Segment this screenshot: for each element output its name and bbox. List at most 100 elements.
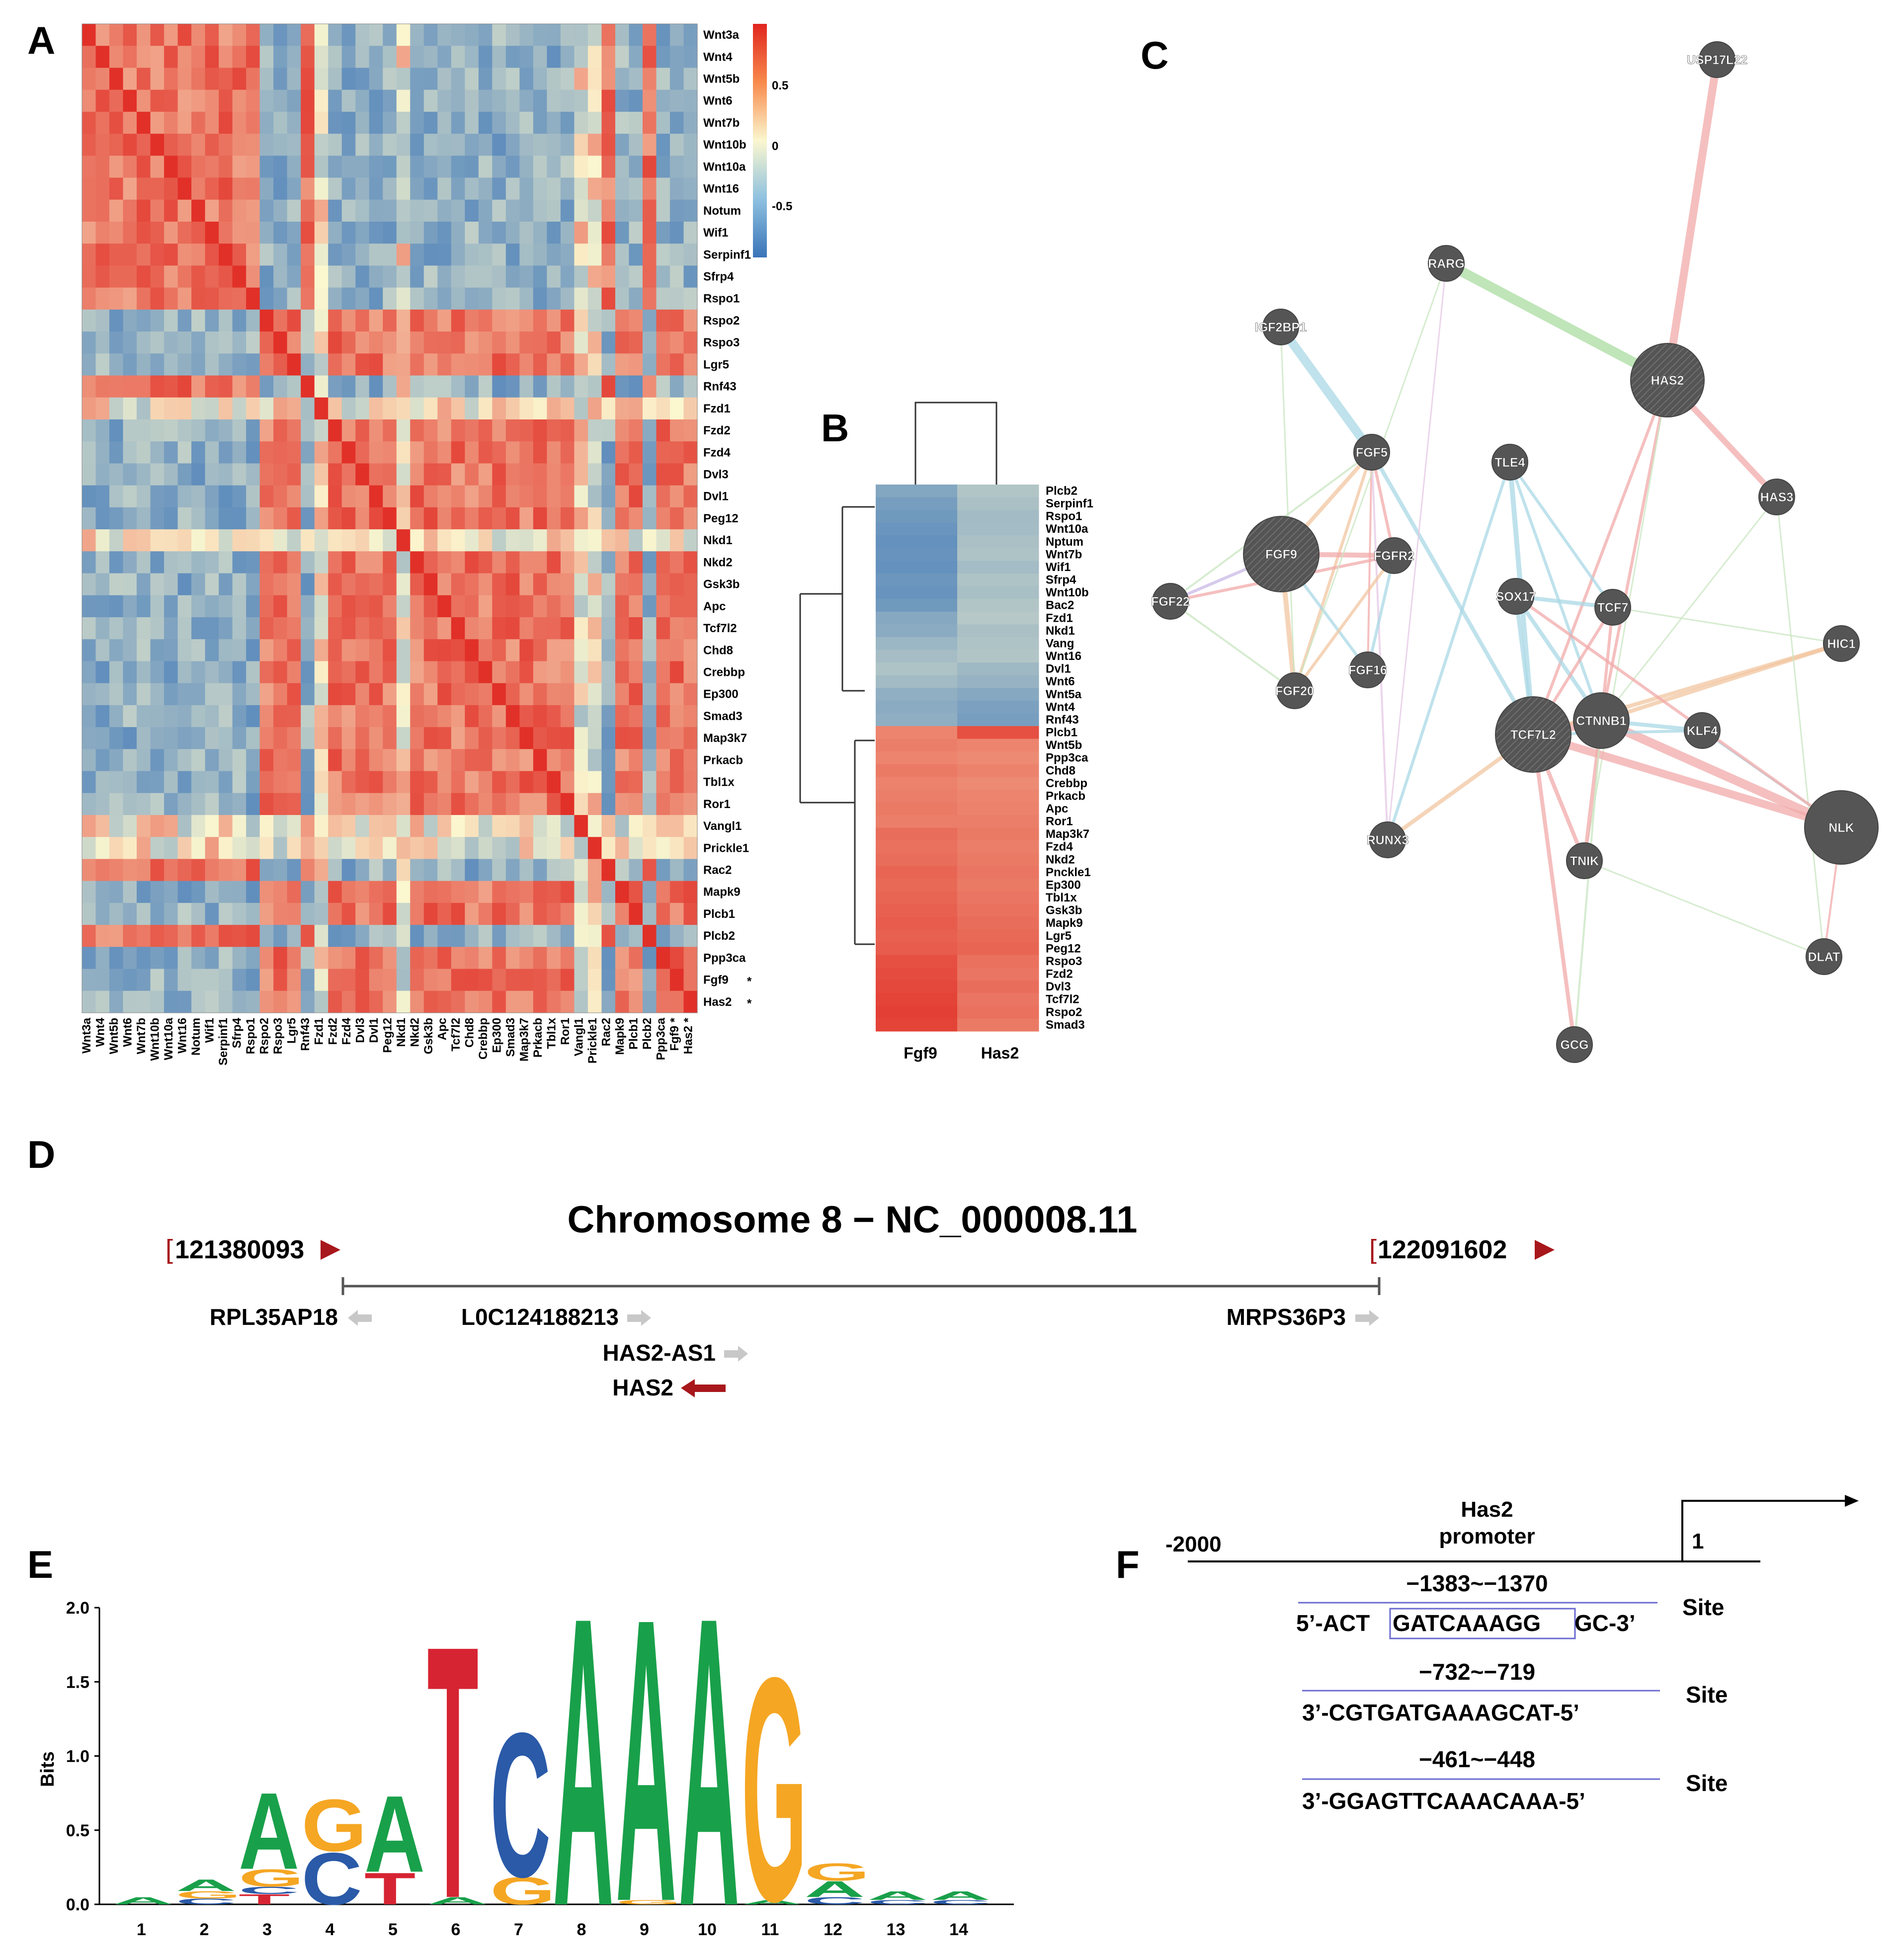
heatmap-cell (109, 947, 124, 970)
heatmap-cell (191, 990, 206, 1013)
arrow-right-icon (1355, 1310, 1379, 1326)
heatmap-cell (164, 859, 178, 882)
heatmap-cell (328, 705, 342, 728)
heatmap-cell (273, 331, 288, 354)
panel-label-d: D (27, 1133, 55, 1176)
heatmap-b-cell (876, 700, 958, 714)
heatmap-cell (82, 749, 96, 772)
heatmap-cell (273, 177, 288, 200)
heatmap-cell (82, 244, 96, 266)
heatmap-cell (656, 222, 670, 244)
node-tcf7l2: TCF7L2 (1495, 696, 1571, 773)
heatmap-cell (82, 156, 96, 178)
heatmap-cell (656, 485, 670, 508)
heatmap-cell (642, 111, 657, 134)
network-node-circle (1349, 652, 1386, 688)
heatmap-cell (177, 815, 192, 837)
heatmap-cell (615, 925, 630, 947)
heatmap-cell (656, 859, 670, 882)
heatmap-cell (629, 222, 643, 244)
heatmap-cell (164, 156, 178, 178)
gene-mrps36p3: MRPS36P3 (1227, 1304, 1379, 1330)
heatmap-cell (396, 595, 411, 618)
heatmap-cell (314, 551, 329, 574)
heatmap-cell (437, 222, 452, 244)
x-tick-label: 12 (824, 1920, 842, 1939)
heatmap-cell (478, 134, 493, 156)
heatmap-cell (273, 771, 288, 794)
heatmap-cell (465, 309, 479, 332)
heatmap-cell (95, 859, 110, 882)
heatmap-cell (301, 397, 315, 420)
heatmap-cell (232, 661, 247, 684)
heatmap-cell (369, 683, 383, 706)
heatmap-cell (396, 925, 411, 947)
heatmap-cell (615, 199, 630, 222)
heatmap-b-row-label: Rspo3 (1046, 955, 1082, 968)
heatmap-cell (492, 727, 506, 749)
heatmap-cell (95, 902, 110, 925)
x-tick-label: 7 (514, 1920, 523, 1939)
heatmap-cell (492, 134, 506, 156)
heatmap-cell (451, 485, 465, 508)
heatmap-cell (273, 969, 288, 991)
heatmap-cell (615, 244, 630, 266)
heatmap-cell (423, 419, 438, 442)
heatmap-cell (587, 573, 602, 596)
heatmap-cell (109, 727, 124, 749)
heatmap-cell (601, 441, 616, 464)
heatmap-cell (465, 441, 479, 464)
heatmap-cell (533, 331, 547, 354)
heatmap-cell (137, 771, 151, 794)
heatmap-cell (95, 990, 110, 1013)
heatmap-cell (478, 969, 493, 991)
heatmap-cell (669, 595, 684, 618)
heatmap-cell (383, 749, 397, 772)
heatmap-cell (410, 902, 424, 925)
heatmap-cell (560, 156, 575, 178)
heatmap-cell (150, 881, 165, 903)
heatmap-cell (301, 902, 315, 925)
heatmap-cell (423, 134, 438, 156)
heatmap-cell (547, 881, 561, 903)
heatmap-cell (519, 463, 534, 486)
heatmap-cell (629, 331, 643, 354)
promoter-title-line1: Has2 (1461, 1497, 1513, 1522)
heatmap-b-cell (957, 789, 1039, 803)
heatmap-cell (410, 661, 424, 684)
node-tle4: TLE4 (1491, 444, 1528, 481)
heatmap-cell (601, 177, 616, 200)
heatmap-cell (177, 199, 192, 222)
heatmap-cell (355, 837, 370, 860)
row-label: Lgr5 (703, 358, 729, 371)
heatmap-cell (465, 815, 479, 837)
heatmap-cell (301, 265, 315, 288)
heatmap-cell (383, 111, 397, 134)
heatmap-cell (82, 595, 96, 618)
heatmap-cell (656, 68, 670, 90)
heatmap-cell (519, 156, 534, 178)
heatmap-cell (259, 573, 274, 596)
heatmap-cell (301, 463, 315, 486)
heatmap-cell (314, 881, 329, 903)
heatmap-cell (533, 507, 547, 530)
heatmap-cell (587, 89, 602, 112)
heatmap-b-cell (957, 726, 1039, 739)
heatmap-cell (615, 771, 630, 794)
heatmap-cell (287, 990, 301, 1013)
heatmap-cell (164, 397, 178, 420)
heatmap-cell (369, 902, 383, 925)
heatmap-cell (492, 529, 506, 552)
heatmap-cell (177, 661, 192, 684)
heatmap-cell (410, 529, 424, 552)
heatmap-cell (478, 925, 493, 947)
heatmap-cell (137, 419, 151, 442)
heatmap-cell (137, 331, 151, 354)
heatmap-cell (246, 331, 260, 354)
heatmap-cell (451, 727, 465, 749)
network-edge (1597, 716, 1846, 832)
heatmap-cell (314, 441, 329, 464)
heatmap-cell (219, 617, 233, 640)
heatmap-cell (478, 881, 493, 903)
